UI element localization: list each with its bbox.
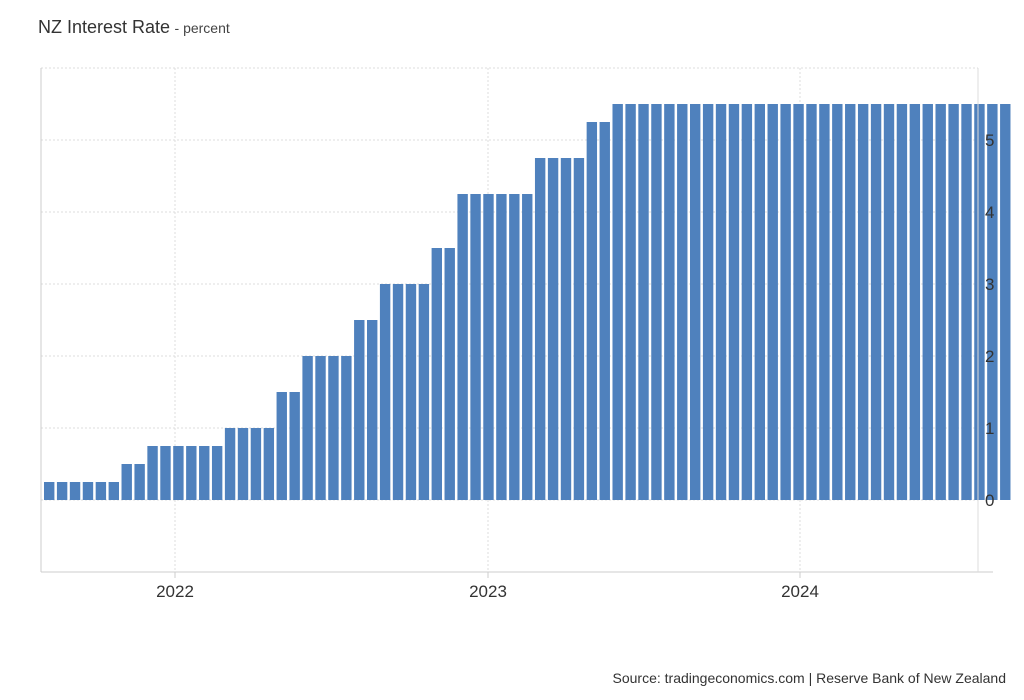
bar: [328, 356, 339, 500]
bar: [987, 104, 998, 500]
bar: [69, 482, 81, 500]
y-tick-label: 2: [985, 347, 994, 366]
bar: [470, 194, 481, 500]
bar: [56, 482, 68, 500]
bar: [599, 122, 610, 500]
bar: [367, 320, 378, 500]
bar: [754, 104, 765, 500]
bar: [896, 104, 908, 500]
bar: [560, 158, 572, 500]
bar: [250, 428, 262, 500]
bar: [909, 104, 921, 500]
bar: [690, 104, 701, 500]
source-note: Source: tradingeconomics.com | Reserve B…: [612, 670, 1007, 686]
bar: [767, 104, 778, 500]
bar: [883, 104, 895, 500]
y-tick-label: 4: [985, 203, 994, 222]
bar: [625, 104, 636, 500]
bar: [444, 248, 455, 500]
bar: [186, 446, 197, 500]
bar: [806, 104, 817, 500]
bar: [612, 104, 623, 500]
bar: [315, 356, 326, 500]
y-tick-label: 0: [985, 491, 994, 510]
bar: [922, 104, 933, 500]
bar: [728, 104, 740, 500]
bar: [82, 482, 94, 500]
axis-frame: [40, 68, 993, 578]
bar: [392, 284, 404, 500]
y-tick-label: 3: [985, 275, 994, 294]
bar: [870, 104, 882, 500]
bar: [573, 158, 585, 500]
bar: [341, 356, 352, 500]
bar: [857, 104, 869, 500]
bar: [534, 158, 546, 500]
bar: [509, 194, 520, 500]
bar: [263, 428, 275, 500]
bar: [405, 284, 417, 500]
bar: [44, 482, 55, 500]
bar: [95, 482, 107, 500]
bar: [302, 356, 313, 500]
bar: [961, 104, 972, 500]
bar: [173, 446, 184, 500]
bar: [276, 392, 287, 500]
bar: [134, 464, 145, 500]
bar: [586, 122, 598, 500]
bar: [780, 104, 791, 500]
bar: [121, 464, 132, 500]
bar: [741, 104, 753, 500]
x-tick-label: 2023: [469, 582, 507, 601]
chart-title-block: NZ Interest Rate - percent: [38, 17, 230, 38]
bar: [108, 482, 119, 500]
bar: [832, 104, 843, 500]
bar: [418, 284, 430, 500]
bar: [483, 194, 494, 500]
bar: [160, 446, 171, 500]
bar: [379, 284, 391, 500]
bar: [289, 392, 300, 500]
bar: [664, 104, 675, 500]
bar: [496, 194, 507, 500]
bar: [793, 104, 804, 500]
bar: [819, 104, 830, 500]
axis-labels: 0 1 2 3 4 5 2022 2023 2024: [156, 131, 994, 601]
chart-subtitle: percent: [183, 20, 230, 36]
bar: [845, 104, 856, 500]
bar: [702, 104, 714, 500]
bar: [522, 194, 533, 500]
bar: [237, 428, 249, 500]
bar: [224, 428, 236, 500]
bar: [354, 320, 365, 500]
bar: [431, 248, 442, 500]
bar: [715, 104, 727, 500]
bar: [651, 104, 662, 500]
y-tick-label: 1: [985, 419, 994, 438]
bar: [974, 104, 985, 500]
x-tick-label: 2024: [781, 582, 819, 601]
bar: [199, 446, 210, 500]
bar: [935, 104, 946, 500]
y-tick-label: 5: [985, 131, 994, 150]
bar: [677, 104, 688, 500]
bar: [457, 194, 468, 500]
bar: [1000, 104, 1011, 500]
chart-title: NZ Interest Rate: [38, 17, 171, 37]
bar: [147, 446, 158, 500]
bar: [638, 104, 649, 500]
bar: [948, 104, 959, 500]
bar: [211, 446, 223, 500]
bar: [547, 158, 559, 500]
bar-series: [44, 104, 1011, 500]
chart-unit-prefix: -: [174, 20, 184, 36]
x-tick-label: 2022: [156, 582, 194, 601]
